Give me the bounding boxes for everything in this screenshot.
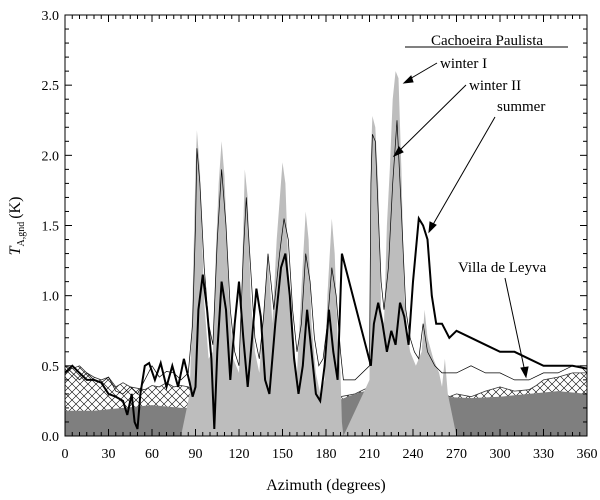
legend-entry-winter-ii: winter II	[469, 78, 521, 94]
y-tick-label: 2.5	[42, 79, 60, 94]
y-tick-label: 3.0	[42, 9, 60, 24]
arrow-summer	[430, 116, 496, 229]
arrow-winter-i	[407, 62, 438, 81]
y-tick-label: 0.0	[42, 430, 60, 445]
x-tick-label: 330	[533, 447, 554, 462]
x-tick-label: 120	[229, 447, 250, 462]
y-axis-title: TA,gnd (K)	[7, 197, 27, 256]
y-axis-ticks: 0.0 0.5 1.0 1.5 2.0 2.5 3.0	[42, 9, 587, 445]
arrow-winter-i-head	[402, 75, 414, 84]
x-tick-label: 180	[316, 447, 337, 462]
legend-entry-summer: summer	[497, 99, 545, 115]
x-tick-label: 240	[403, 447, 424, 462]
winter-i-area	[65, 71, 587, 436]
arrow-winter-ii-head	[392, 146, 404, 158]
legend-entry-villa-de-leyva: Villa de Leyva	[458, 260, 547, 276]
arrow-winter-ii	[397, 84, 467, 153]
y-tick-label: 1.0	[42, 290, 60, 305]
y-axis-title-unit: (K)	[7, 197, 24, 219]
summer-line	[65, 215, 587, 430]
arrow-villa-de-leyva-head	[520, 366, 529, 379]
x-tick-label: 90	[189, 447, 203, 462]
x-axis-ticks: 0 30 60 90 120 150 180 210 240 270 300 330 360	[62, 15, 598, 462]
legend-heading: Cachoeira Paulista	[431, 33, 543, 49]
x-tick-label: 60	[145, 447, 159, 462]
x-axis-title: Azimuth (degrees)	[266, 477, 386, 494]
legend: Cachoeira Paulista winter I winter II su…	[392, 33, 568, 379]
arrow-summer-head	[428, 221, 437, 234]
svg-text:TA,gnd(K): TA,gnd (K)	[7, 197, 27, 256]
x-tick-label: 0	[62, 447, 69, 462]
y-tick-label: 2.0	[42, 149, 60, 164]
y-axis-title-main: T	[7, 245, 24, 255]
arrow-villa-de-leyva	[504, 277, 526, 373]
y-axis-title-sub: A,gnd	[16, 222, 27, 247]
annotation-arrows	[392, 62, 529, 379]
y-tick-label: 0.5	[42, 360, 60, 375]
y-tick-label: 1.5	[42, 220, 60, 235]
plot-area	[65, 71, 587, 436]
x-tick-label: 30	[102, 447, 116, 462]
x-tick-label: 270	[446, 447, 467, 462]
x-tick-label: 210	[359, 447, 380, 462]
x-tick-label: 300	[490, 447, 511, 462]
winter-ii-line	[65, 120, 587, 395]
legend-entry-winter-i: winter I	[440, 56, 487, 72]
x-tick-label: 150	[272, 447, 293, 462]
x-tick-label: 360	[577, 447, 598, 462]
